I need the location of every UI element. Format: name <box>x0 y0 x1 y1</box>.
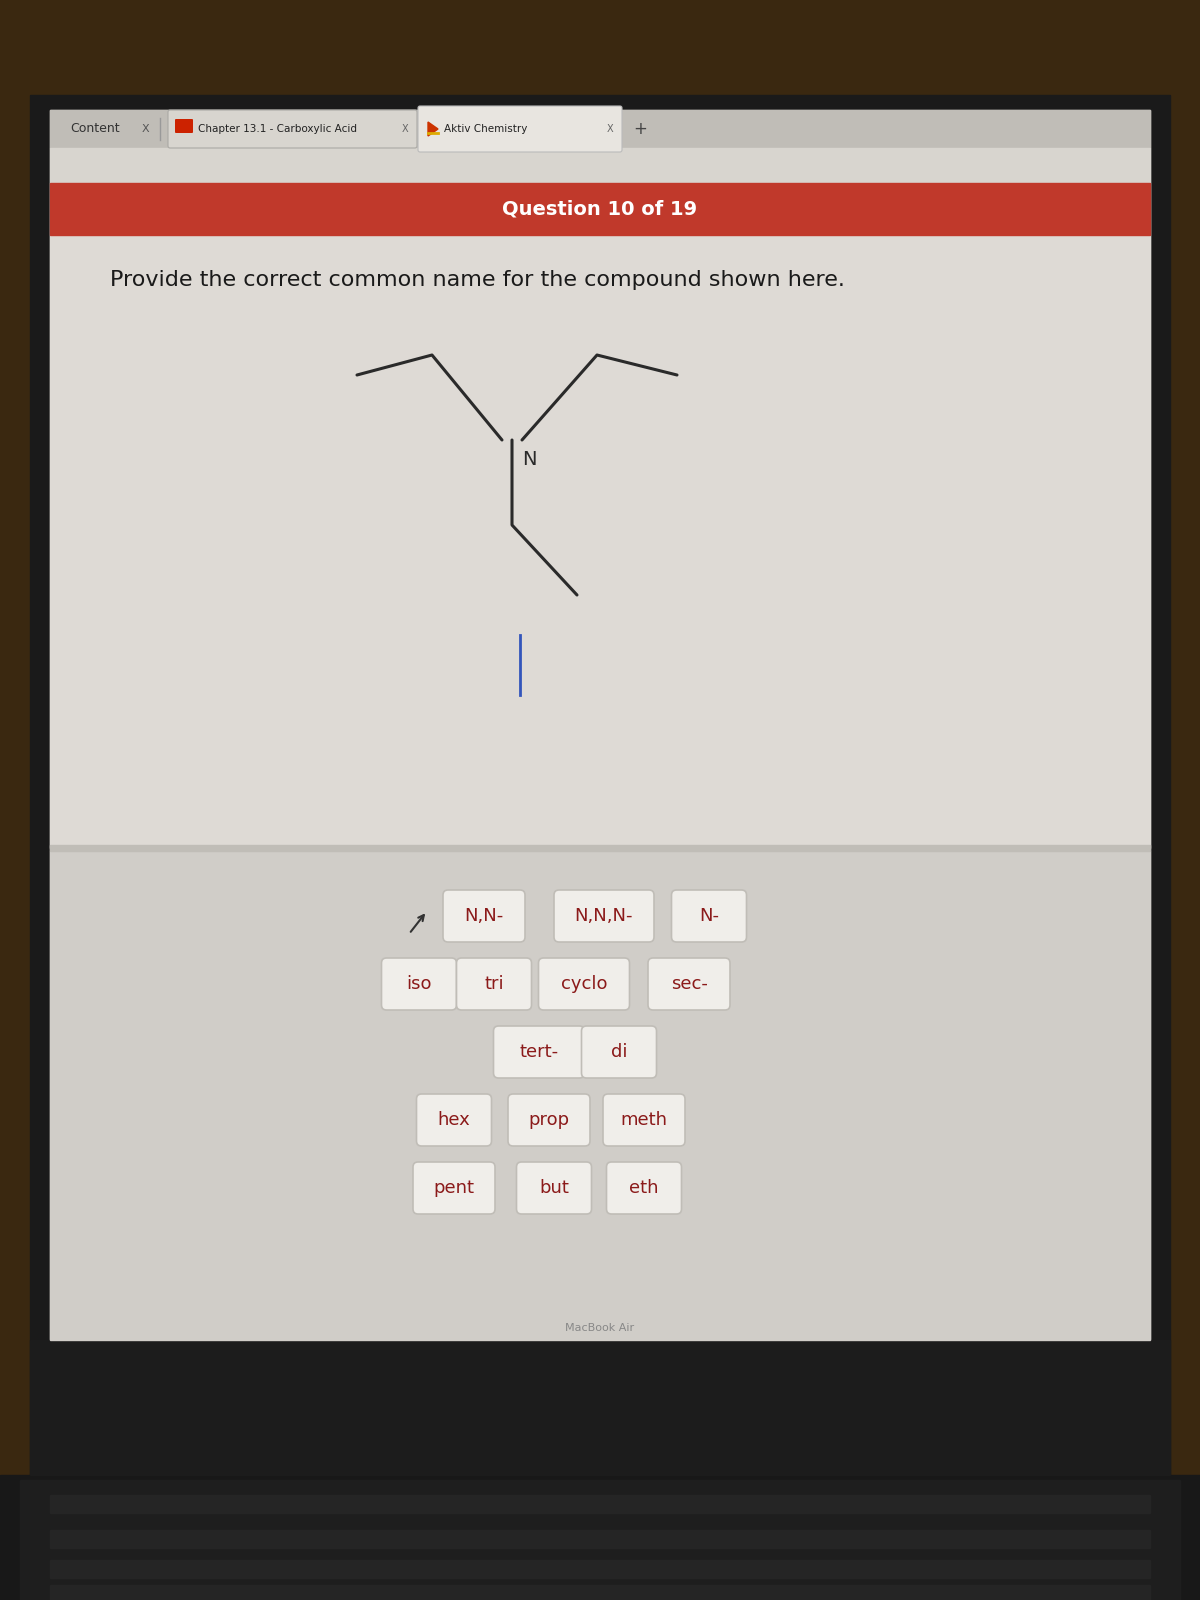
Text: prop: prop <box>528 1110 570 1130</box>
FancyBboxPatch shape <box>416 1094 492 1146</box>
Text: Aktiv Chemistry: Aktiv Chemistry <box>444 125 527 134</box>
Text: N,N,N-: N,N,N- <box>575 907 634 925</box>
FancyBboxPatch shape <box>648 958 730 1010</box>
FancyBboxPatch shape <box>418 106 622 152</box>
Text: +: + <box>634 120 647 138</box>
Text: N,N-: N,N- <box>464 907 504 925</box>
Text: N-: N- <box>698 907 719 925</box>
Bar <box>20 1480 1180 1600</box>
FancyBboxPatch shape <box>604 1094 685 1146</box>
Bar <box>50 845 1150 851</box>
Bar <box>50 851 1150 1341</box>
Text: eth: eth <box>629 1179 659 1197</box>
FancyBboxPatch shape <box>175 118 193 133</box>
Bar <box>50 110 1150 149</box>
FancyBboxPatch shape <box>672 890 746 942</box>
Text: but: but <box>539 1179 569 1197</box>
Bar <box>30 94 1170 1475</box>
FancyBboxPatch shape <box>493 1026 584 1078</box>
Text: cyclo: cyclo <box>560 974 607 994</box>
Bar <box>50 1586 1150 1600</box>
FancyBboxPatch shape <box>516 1162 592 1214</box>
Bar <box>50 1494 1150 1514</box>
Polygon shape <box>428 122 438 136</box>
Bar <box>50 149 1150 182</box>
Text: meth: meth <box>620 1110 667 1130</box>
Text: tert-: tert- <box>520 1043 558 1061</box>
Text: Question 10 of 19: Question 10 of 19 <box>503 200 697 219</box>
FancyBboxPatch shape <box>539 958 630 1010</box>
Text: N: N <box>522 450 536 469</box>
Text: tri: tri <box>484 974 504 994</box>
Text: di: di <box>611 1043 628 1061</box>
FancyBboxPatch shape <box>413 1162 496 1214</box>
Bar <box>50 1530 1150 1549</box>
Bar <box>50 1560 1150 1578</box>
FancyBboxPatch shape <box>606 1162 682 1214</box>
Bar <box>50 110 1150 1341</box>
FancyBboxPatch shape <box>382 958 456 1010</box>
Text: Chapter 13.1 - Carboxylic Acid: Chapter 13.1 - Carboxylic Acid <box>198 125 358 134</box>
Text: Content: Content <box>70 123 120 136</box>
Bar <box>30 1341 1170 1475</box>
Text: Provide the correct common name for the compound shown here.: Provide the correct common name for the … <box>110 270 845 290</box>
FancyBboxPatch shape <box>456 958 532 1010</box>
Text: MacBook Air: MacBook Air <box>565 1323 635 1333</box>
Text: X: X <box>142 125 149 134</box>
Text: iso: iso <box>407 974 432 994</box>
Text: X: X <box>402 125 408 134</box>
FancyBboxPatch shape <box>168 110 418 149</box>
Bar <box>0 0 1200 110</box>
FancyBboxPatch shape <box>554 890 654 942</box>
Text: hex: hex <box>438 1110 470 1130</box>
FancyBboxPatch shape <box>582 1026 656 1078</box>
Bar <box>50 182 1150 848</box>
Bar <box>50 182 1150 235</box>
Bar <box>0 0 1200 120</box>
FancyBboxPatch shape <box>443 890 526 942</box>
Text: sec-: sec- <box>671 974 708 994</box>
FancyBboxPatch shape <box>508 1094 590 1146</box>
Text: X: X <box>607 125 613 134</box>
Text: pent: pent <box>433 1179 474 1197</box>
Bar <box>0 1475 1200 1600</box>
